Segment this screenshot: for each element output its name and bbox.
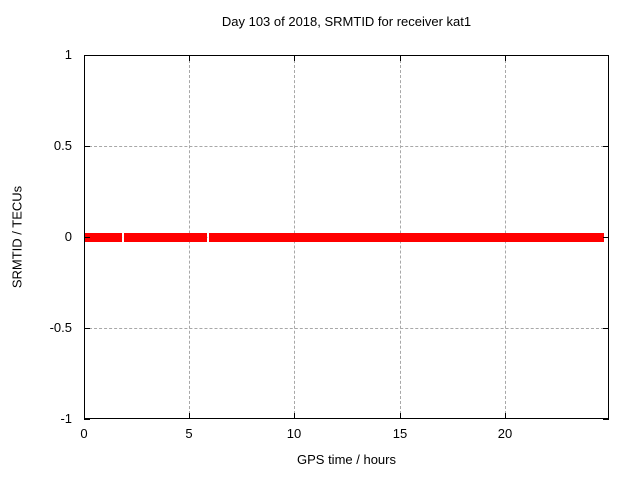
y-tick-right: [603, 237, 609, 238]
x-tick-label: 20: [497, 426, 513, 441]
data-series-segment: [84, 232, 122, 242]
x-tick-top: [294, 55, 295, 61]
x-tick-label: 5: [185, 426, 193, 441]
plot-border: [84, 55, 609, 419]
y-tick: [84, 237, 90, 238]
x-tick-top: [400, 55, 401, 61]
y-tick: [84, 419, 90, 420]
y-gridline: [84, 328, 609, 329]
y-tick-label: 0.5: [53, 138, 72, 153]
y-tick-right: [603, 55, 609, 56]
x-axis-title: GPS time / hours: [297, 452, 396, 467]
x-tick-top: [84, 55, 85, 61]
y-tick: [84, 55, 90, 56]
x-tick: [400, 413, 401, 419]
y-tick-right: [603, 419, 609, 420]
y-gridline: [84, 146, 609, 147]
y-tick-right: [603, 146, 609, 147]
x-tick-label: 0: [80, 426, 88, 441]
x-tick-top: [505, 55, 506, 61]
x-tick: [505, 413, 506, 419]
data-series-segment: [124, 232, 208, 242]
y-tick-label: 1: [64, 47, 72, 62]
x-tick: [189, 413, 190, 419]
x-tick-top: [189, 55, 190, 61]
y-tick: [84, 146, 90, 147]
y-tick-label: -0.5: [49, 320, 72, 335]
y-tick-label: -1: [60, 411, 72, 426]
y-tick: [84, 328, 90, 329]
y-tick-label: 0: [64, 229, 72, 244]
x-tick-label: 10: [286, 426, 302, 441]
x-tick: [84, 413, 85, 419]
x-tick-label: 15: [392, 426, 408, 441]
x-tick: [294, 413, 295, 419]
chart-title: Day 103 of 2018, SRMTID for receiver kat…: [221, 14, 472, 29]
y-tick-right: [603, 328, 609, 329]
data-series-segment: [209, 232, 604, 242]
